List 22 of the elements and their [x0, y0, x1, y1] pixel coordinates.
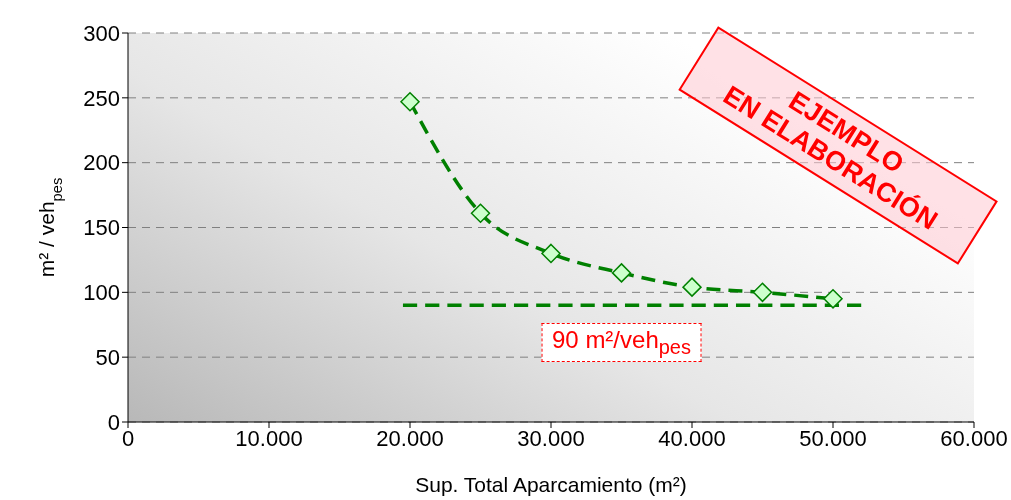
point [541, 243, 561, 264]
x-tick-label: 30.000 [517, 425, 585, 451]
point [752, 282, 773, 303]
y-tick-label: 150 [83, 215, 120, 241]
x-tick-label: 60.000 [940, 425, 1008, 451]
y-tick-label: 0 [107, 409, 120, 435]
x-tick-label: 40.000 [658, 425, 726, 451]
x-tick-label: 10.000 [235, 425, 303, 451]
annotation: 90 m²/veh$_{pes}$ [541, 323, 702, 363]
point [611, 263, 632, 283]
y-tick-label: 100 [83, 280, 120, 306]
point [400, 91, 420, 112]
x-tick-label: 50.000 [799, 425, 867, 451]
point [470, 203, 491, 223]
y-tick-label: 50 [95, 344, 120, 370]
y-tick-label: 300 [83, 20, 120, 46]
x-axis-title: Sup. Total Aparcamiento (m²) [415, 473, 687, 496]
y-tick-label: 250 [83, 85, 120, 111]
point [682, 277, 702, 297]
x-tick-label: 20.000 [376, 425, 444, 451]
point [823, 289, 843, 309]
y-tick-label: 200 [83, 150, 120, 176]
